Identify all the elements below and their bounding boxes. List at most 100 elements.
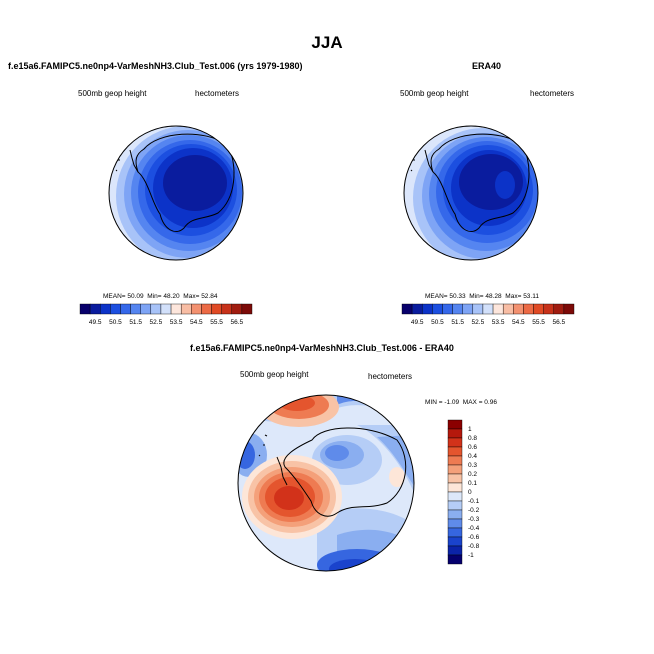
- diff-colorbar: 1 0.8 0.6 0.4 0.3 0.2 0.1 0 -0.1 -0.2 -0.3 -0.4 -0.6…: [447, 419, 480, 565]
- colorbar-swatch: [482, 303, 494, 315]
- colorbar-swatch: [447, 455, 463, 466]
- colorbar-swatch: [447, 536, 463, 547]
- colorbar-swatch: [201, 303, 212, 315]
- colorbar-swatch: [472, 303, 484, 315]
- colorbar-tick-label: 51.5: [451, 319, 464, 326]
- model-stats: MEAN= 50.09 Min= 48.20 Max= 52.84: [103, 293, 218, 300]
- obs-panel-title: ERA40: [472, 61, 502, 71]
- colorbar-swatch: [401, 303, 413, 315]
- diff-stats: MIN = -1.09 MAX = 0.96: [425, 399, 497, 406]
- colorbar-swatch: [191, 303, 202, 315]
- diff-peninsula-outline: [276, 456, 288, 486]
- model-map-border: [108, 125, 244, 261]
- colorbar-swatch: [150, 303, 162, 315]
- colorbar-swatch: [563, 303, 575, 315]
- colorbar-tick-label: 53.5: [170, 319, 183, 326]
- obs-polar-map: [403, 125, 539, 261]
- model-panel-title: f.e15a6.FAMIPC5.ne0np4-VarMeshNH3.Club_T…: [8, 61, 303, 71]
- obs-stats: MEAN= 50.33 Min= 48.28 Max= 53.11: [425, 293, 539, 300]
- diff-top-warm-3: [279, 395, 315, 411]
- diff-units-label: hectometers: [368, 372, 413, 381]
- colorbar-swatch: [447, 419, 463, 430]
- colorbar-swatch: [422, 303, 433, 315]
- colorbar-tick-label: 54.5: [512, 319, 525, 326]
- colorbar-swatch: [502, 303, 514, 315]
- colorbar-tick-label: 52.5: [150, 319, 163, 326]
- colorbar-tick-label: 1: [468, 426, 472, 433]
- colorbar-tick-label: 55.5: [210, 319, 223, 326]
- diff-right-cool-2: [377, 435, 414, 487]
- diff-right-warm-patch: [389, 467, 405, 487]
- colorbar-swatch: [492, 303, 504, 315]
- colorbar-swatch: [447, 545, 463, 556]
- colorbar-swatch: [411, 303, 423, 315]
- colorbar-tick-label: 56.5: [230, 319, 243, 326]
- colorbar-tick-label: 50.5: [109, 319, 122, 326]
- model-peninsula-outline: [129, 149, 139, 173]
- diff-warm-anomaly-6: [274, 486, 304, 510]
- colorbar-tick-label: 55.5: [532, 319, 545, 326]
- colorbar-swatch: [170, 303, 182, 315]
- model-colorbar: 49.5 50.5 51.5 52.5 53.5 54.5 55.5 56.5: [79, 303, 253, 326]
- colorbar-tick-label: 0.3: [468, 462, 477, 469]
- diff-interior-cool-3: [325, 445, 349, 461]
- colorbar-swatch: [553, 303, 565, 315]
- colorbar-swatch: [523, 303, 534, 315]
- obs-peninsula-outline: [424, 149, 434, 173]
- colorbar-swatch: [447, 518, 463, 529]
- colorbar-swatch: [447, 491, 463, 502]
- model-polar-map: [108, 125, 244, 261]
- colorbar-tick-label: 0.4: [468, 453, 477, 460]
- colorbar-swatch: [221, 303, 232, 315]
- colorbar-swatch: [447, 554, 463, 565]
- figure-title: JJA: [311, 33, 343, 52]
- obs-variable-label: 500mb geop height: [400, 89, 469, 98]
- colorbar-swatch: [513, 303, 524, 315]
- colorbar-swatch: [462, 303, 474, 315]
- colorbar-swatch: [442, 303, 453, 315]
- diff-polar-map: [237, 394, 415, 572]
- colorbar-swatch: [140, 303, 152, 315]
- colorbar-swatch: [447, 509, 463, 520]
- colorbar-swatch: [241, 303, 253, 315]
- colorbar-swatch: [447, 473, 463, 484]
- model-variable-label: 500mb geop height: [78, 89, 147, 98]
- diff-panel-title: f.e15a6.FAMIPC5.ne0np4-VarMeshNH3.Club_T…: [190, 343, 454, 353]
- colorbar-tick-label: 0.6: [468, 444, 477, 451]
- colorbar-tick-label: 0.2: [468, 471, 477, 478]
- colorbar-swatch: [160, 303, 172, 315]
- model-contour-7: [163, 155, 227, 211]
- colorbar-swatch: [100, 303, 111, 315]
- diff-map-border: [237, 394, 415, 572]
- colorbar-tick-label: 52.5: [472, 319, 485, 326]
- colorbar-swatch: [452, 303, 463, 315]
- colorbar-swatch: [231, 303, 243, 315]
- model-units-label: hectometers: [195, 89, 240, 98]
- colorbar-swatch: [447, 437, 463, 448]
- colorbar-tick-label: -0.4: [468, 525, 480, 532]
- colorbar-tick-label: 49.5: [411, 319, 424, 326]
- colorbar-swatch: [447, 464, 463, 475]
- colorbar-swatch: [110, 303, 121, 315]
- colorbar-tick-label: -0.3: [468, 516, 480, 523]
- obs-colorbar: 49.5 50.5 51.5 52.5 53.5 54.5 55.5 56.5: [401, 303, 575, 326]
- colorbar-tick-label: -0.8: [468, 543, 480, 550]
- colorbar-tick-label: 0.1: [468, 480, 477, 487]
- colorbar-tick-label: -0.1: [468, 498, 480, 505]
- colorbar-swatch: [447, 500, 463, 511]
- diff-variable-label: 500mb geop height: [240, 370, 309, 379]
- colorbar-tick-label: -1: [468, 552, 474, 559]
- diff-bottom-cool-4: [329, 559, 381, 571]
- colorbar-swatch: [211, 303, 222, 315]
- colorbar-tick-label: 49.5: [89, 319, 102, 326]
- diff-antarctica-outline: [283, 427, 407, 517]
- colorbar-tick-label: 53.5: [492, 319, 505, 326]
- colorbar-swatch: [447, 482, 463, 493]
- colorbar-tick-label: 50.5: [431, 319, 444, 326]
- colorbar-tick-label: 56.5: [552, 319, 565, 326]
- colorbar-swatch: [447, 428, 463, 439]
- colorbar-tick-label: 0: [468, 489, 472, 496]
- colorbar-swatch: [79, 303, 91, 315]
- colorbar-tick-label: 0.8: [468, 435, 477, 442]
- colorbar-swatch: [432, 303, 443, 315]
